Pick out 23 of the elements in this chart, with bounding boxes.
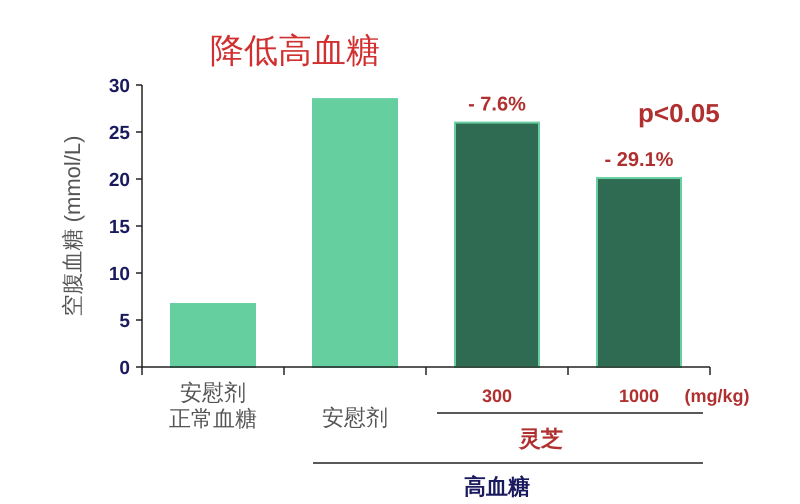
annotation: - 29.1% — [604, 149, 674, 172]
y-tick-label: 25 — [108, 123, 130, 144]
y-tick-label: 20 — [108, 170, 130, 191]
x-tick-label: 安慰剂 — [322, 405, 388, 430]
text: 灵芝 — [519, 426, 563, 451]
y-tick-label: 0 — [119, 358, 130, 379]
y-tick-label: 15 — [108, 217, 130, 238]
x-tick-label: 300 — [482, 386, 512, 406]
annotation: p<0.05 — [638, 98, 720, 128]
chart-title: 降低高血糖 — [210, 32, 380, 70]
y-tick-label: 30 — [108, 76, 130, 97]
bar — [170, 303, 256, 368]
y-tick-label: 5 — [119, 311, 130, 332]
bar — [312, 98, 398, 368]
y-tick-label: 10 — [108, 264, 130, 285]
bar — [454, 122, 540, 368]
text: 高血糖 — [464, 474, 530, 499]
text: (mg/kg) — [684, 386, 750, 406]
y-axis-title: 空腹血糖 (mmol/L) — [60, 136, 85, 316]
x-tick-label: 1000 — [618, 386, 660, 406]
bar — [596, 177, 682, 368]
x-tick-label: 安慰剂正常血糖 — [169, 380, 257, 431]
annotation: - 7.6% — [468, 94, 526, 116]
